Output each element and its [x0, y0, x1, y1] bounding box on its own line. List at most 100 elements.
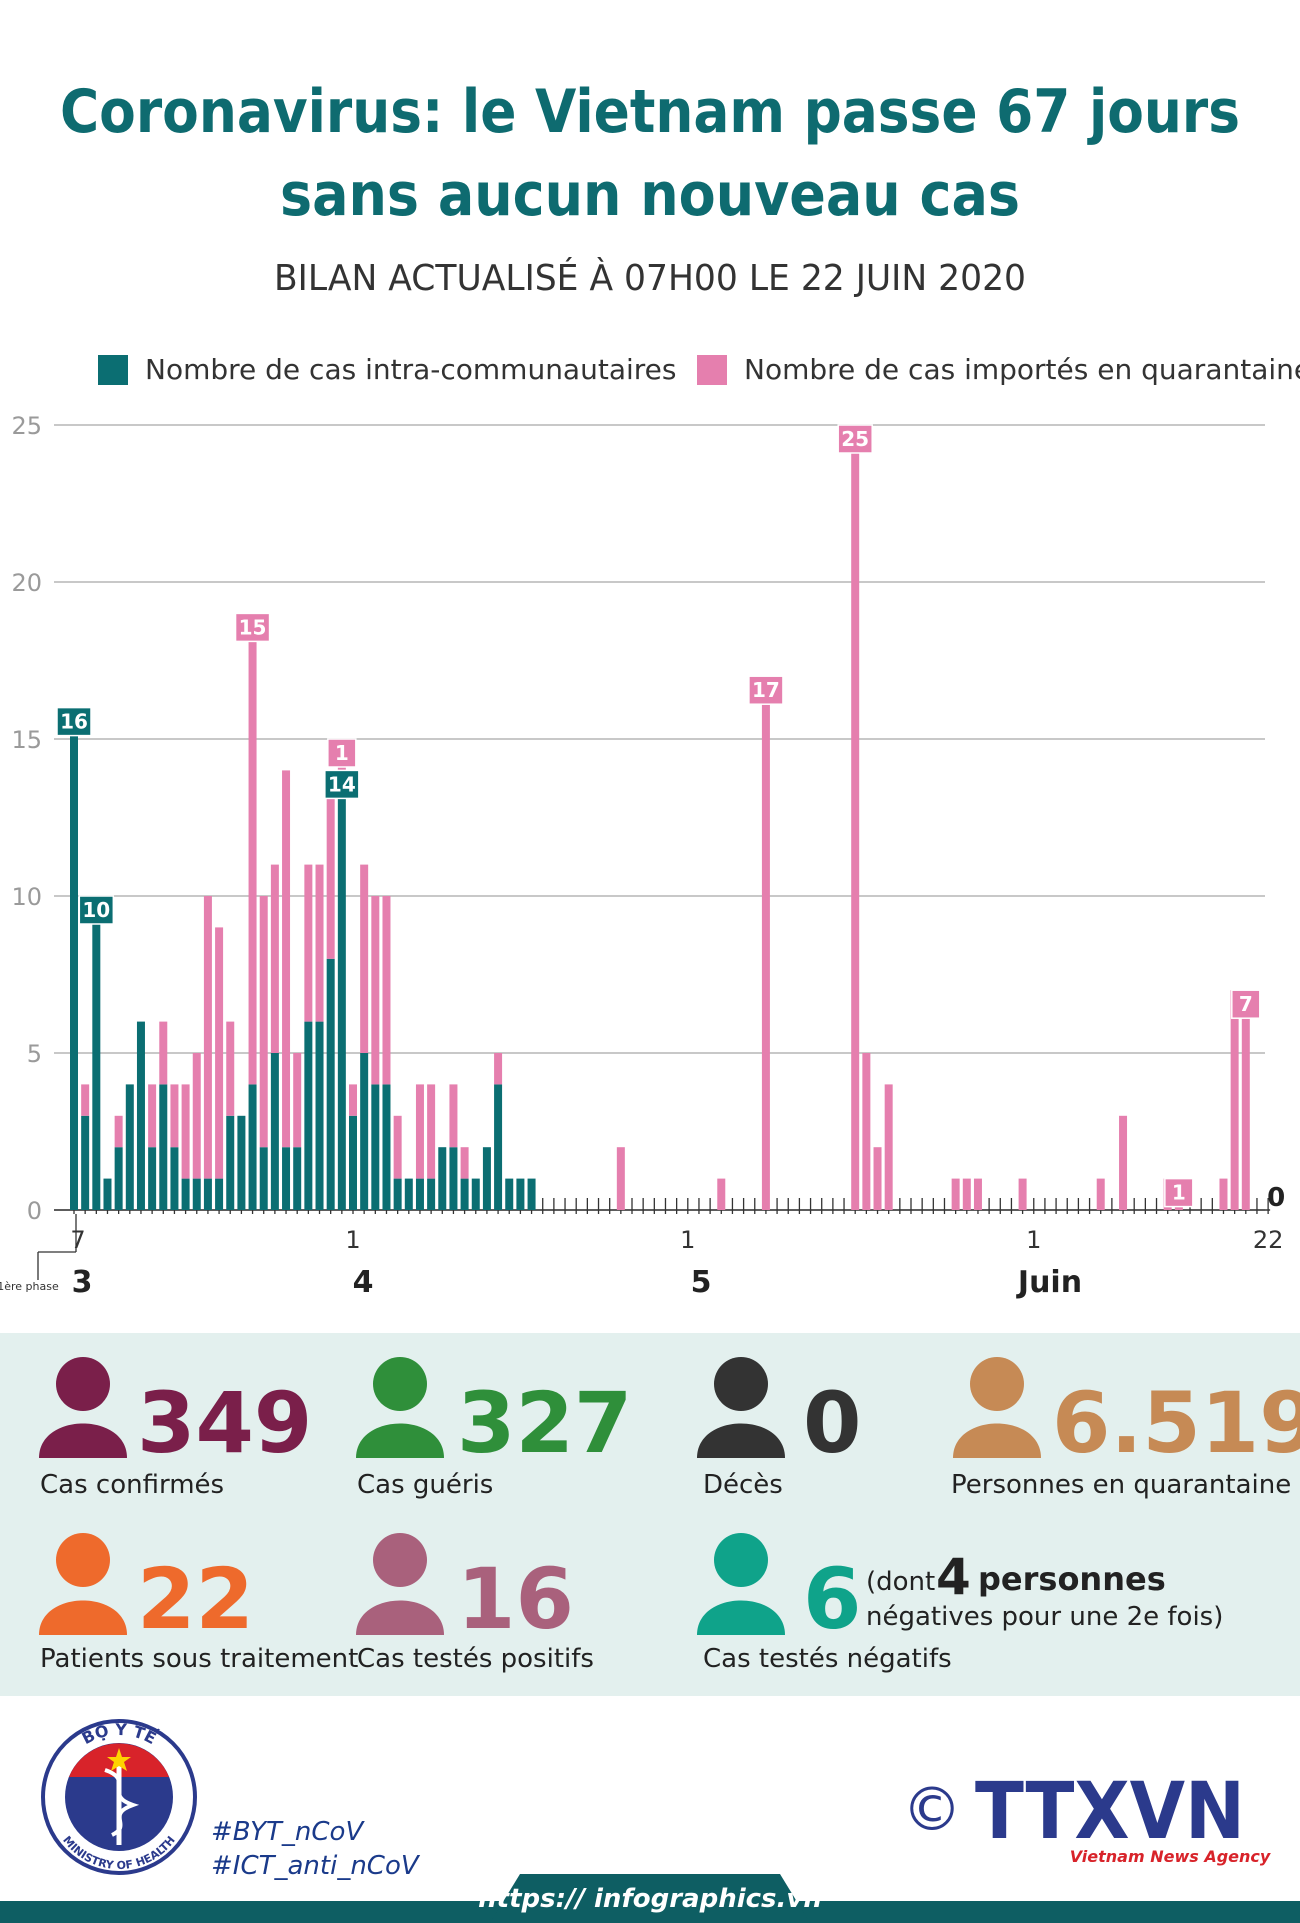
bar-segment [427, 1084, 436, 1179]
data-label: 0 [1267, 1183, 1285, 1213]
x-tick-label: 22 [1253, 1226, 1284, 1254]
x-tick-label: 1 [680, 1226, 695, 1254]
bar-segment [215, 927, 224, 1179]
icon-body [356, 1423, 444, 1458]
y-tick-label: 0 [27, 1197, 42, 1225]
y-tick-label: 10 [11, 883, 42, 911]
legend-swatch [697, 355, 727, 385]
bar-segment [415, 1178, 424, 1210]
y-tick-label: 15 [11, 726, 42, 754]
bar-segment [293, 1053, 302, 1148]
bar-segment [170, 1147, 179, 1210]
bar-segment [382, 1084, 391, 1210]
data-label-box [1231, 989, 1261, 1019]
bar-segment [393, 1115, 402, 1179]
icon-body [953, 1423, 1041, 1458]
bar-segment [181, 1178, 190, 1210]
bar-segment [159, 1084, 168, 1210]
stat-note: (dont [866, 1567, 935, 1597]
hashtag: #ICT_anti_nCoV [211, 1851, 421, 1881]
stat-label: Cas guéris [357, 1470, 493, 1500]
stat-value: 349 [137, 1374, 312, 1472]
bar-segment [259, 1147, 268, 1210]
bar-segment [81, 1084, 90, 1116]
bar-segment [103, 1178, 112, 1210]
bar-segment [337, 770, 346, 1210]
icon-head [714, 1533, 768, 1587]
bar-segment [494, 1053, 503, 1085]
bar-segment [203, 1178, 212, 1210]
bar-segment [482, 1147, 491, 1210]
bar-segment [862, 1053, 871, 1210]
bar-segment [215, 1178, 224, 1210]
stat-note-number: 4 [936, 1548, 971, 1606]
bar-segment [460, 1147, 469, 1179]
bar-segment [962, 1178, 971, 1210]
bar-segment [349, 1115, 357, 1210]
bar-segment [282, 770, 291, 1148]
icon-body [697, 1600, 785, 1635]
bar-segment [248, 613, 257, 1085]
person-icon [356, 1357, 444, 1458]
month-label: 5 [691, 1265, 712, 1300]
bar-segment [973, 1178, 982, 1210]
stat-value: 22 [137, 1550, 254, 1648]
bar-segment [471, 1178, 480, 1210]
data-label: 15 [239, 615, 267, 639]
bar-segment [270, 864, 279, 1053]
bar-segment [326, 770, 335, 959]
bar-segment [717, 1178, 726, 1210]
icon-body [697, 1423, 785, 1458]
bar-segment [192, 1053, 201, 1179]
bar-segment [527, 1178, 536, 1210]
phase-label: 1ère phase [0, 1280, 59, 1293]
title: Coronavirus: le Vietnam passe 67 jours [60, 77, 1240, 147]
url: https:// infographics.vn [478, 1884, 822, 1914]
person-icon [39, 1357, 127, 1458]
copyright: © [902, 1775, 962, 1845]
bar-segment [237, 1115, 246, 1210]
data-label: 14 [328, 772, 356, 796]
bar-segment [1018, 1178, 1027, 1210]
footer-tab [490, 1874, 810, 1923]
person-icon [697, 1357, 785, 1458]
bar-segment [460, 1178, 469, 1210]
data-label-box [748, 675, 784, 705]
bar-segment [873, 1147, 882, 1210]
title: sans aucun nouveau cas [280, 160, 1020, 230]
icon-body [39, 1600, 127, 1635]
bar-segment [360, 1053, 369, 1210]
bar-segment [505, 1178, 514, 1210]
stat-value: 327 [457, 1374, 632, 1472]
bar-segment [404, 1178, 413, 1210]
bar-segment [371, 1084, 380, 1210]
bar-segment [393, 1178, 402, 1210]
x-tick-label: 1 [1026, 1226, 1041, 1254]
bar-segment [270, 1053, 279, 1210]
legend-swatch [98, 355, 128, 385]
icon-body [356, 1600, 444, 1635]
bar-segment [884, 1084, 893, 1210]
bar-segment [304, 1021, 313, 1210]
stat-value: 0 [803, 1374, 861, 1472]
bar-segment [326, 958, 335, 1210]
bar-segment [427, 1178, 436, 1210]
data-label-box [837, 424, 873, 454]
phase-bracket [37, 1214, 77, 1280]
bar-segment [81, 1115, 90, 1210]
stat-note: négatives pour une 2e fois) [866, 1602, 1223, 1632]
stat-label: Cas testés positifs [357, 1644, 594, 1674]
data-label-box [78, 895, 115, 925]
bar-segment [248, 1084, 257, 1210]
legend-label: Nombre de cas importés en quarantaine [744, 353, 1300, 386]
data-label-box [324, 769, 360, 800]
y-tick-label: 5 [27, 1040, 42, 1068]
bar-segment [159, 1021, 168, 1085]
bar-segment [148, 1084, 157, 1148]
bar-segment [382, 896, 391, 1085]
logo: BỘ Y TẾ MINISTRY OF HEALTH [41, 1719, 197, 1875]
icon-head [970, 1357, 1024, 1411]
bar-segment [851, 425, 860, 1210]
